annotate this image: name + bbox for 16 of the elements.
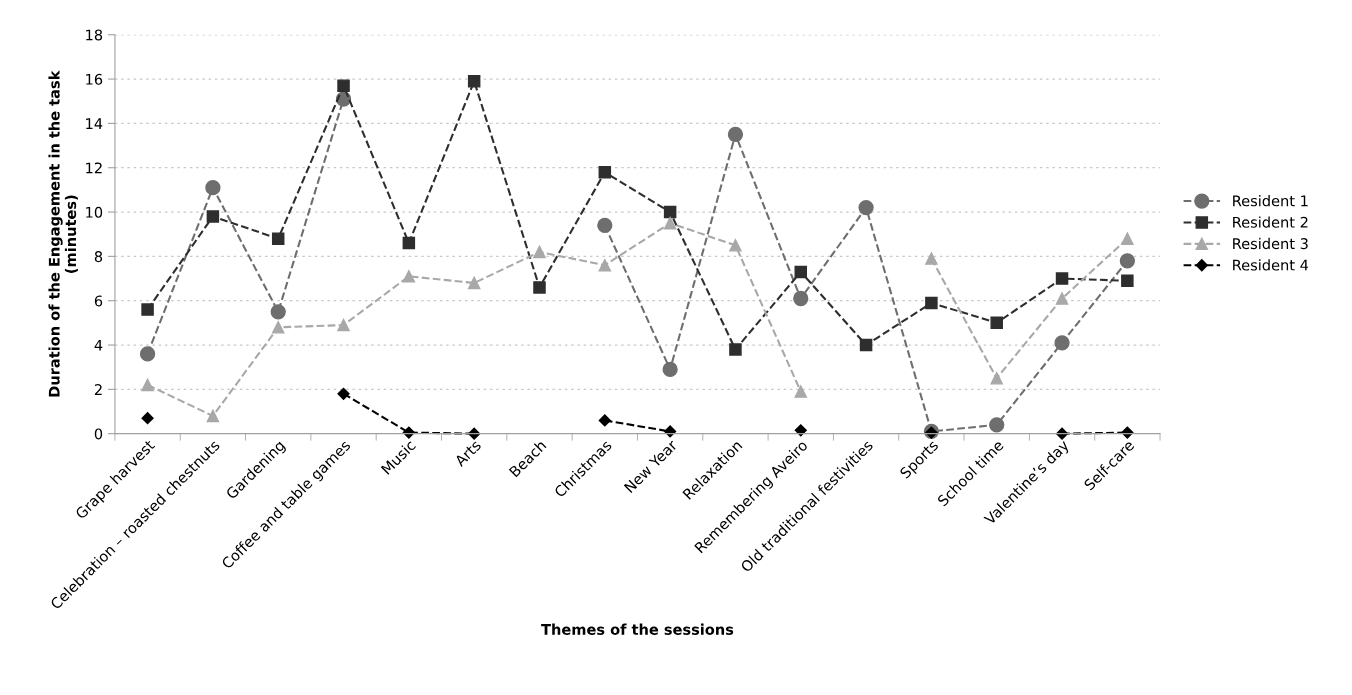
legend-label: Resident 4 — [1233, 259, 1309, 271]
y-tick-label: 16 — [86, 73, 103, 85]
y-tick-label: 8 — [94, 251, 103, 263]
y-tick-label: 2 — [94, 384, 102, 395]
y-tick-label: 14 — [86, 118, 103, 129]
legend-label: Resident 1 — [1233, 195, 1308, 207]
legend-label: Resident 2 — [1233, 216, 1308, 228]
y-axis-title: Duration of the Engagement in the task (minutes) — [48, 70, 78, 397]
y-tick-label: 6 — [94, 295, 103, 307]
y-tick-label: 18 — [86, 29, 103, 41]
y-tick-label: 10 — [86, 206, 103, 218]
y-tick-label: 0 — [94, 428, 103, 440]
y-tick-label: 12 — [86, 162, 102, 174]
y-tick-label: 4 — [94, 339, 103, 351]
legend-label: Resident 3 — [1233, 237, 1308, 250]
x-axis-title: Themes of the sessions — [541, 623, 734, 635]
